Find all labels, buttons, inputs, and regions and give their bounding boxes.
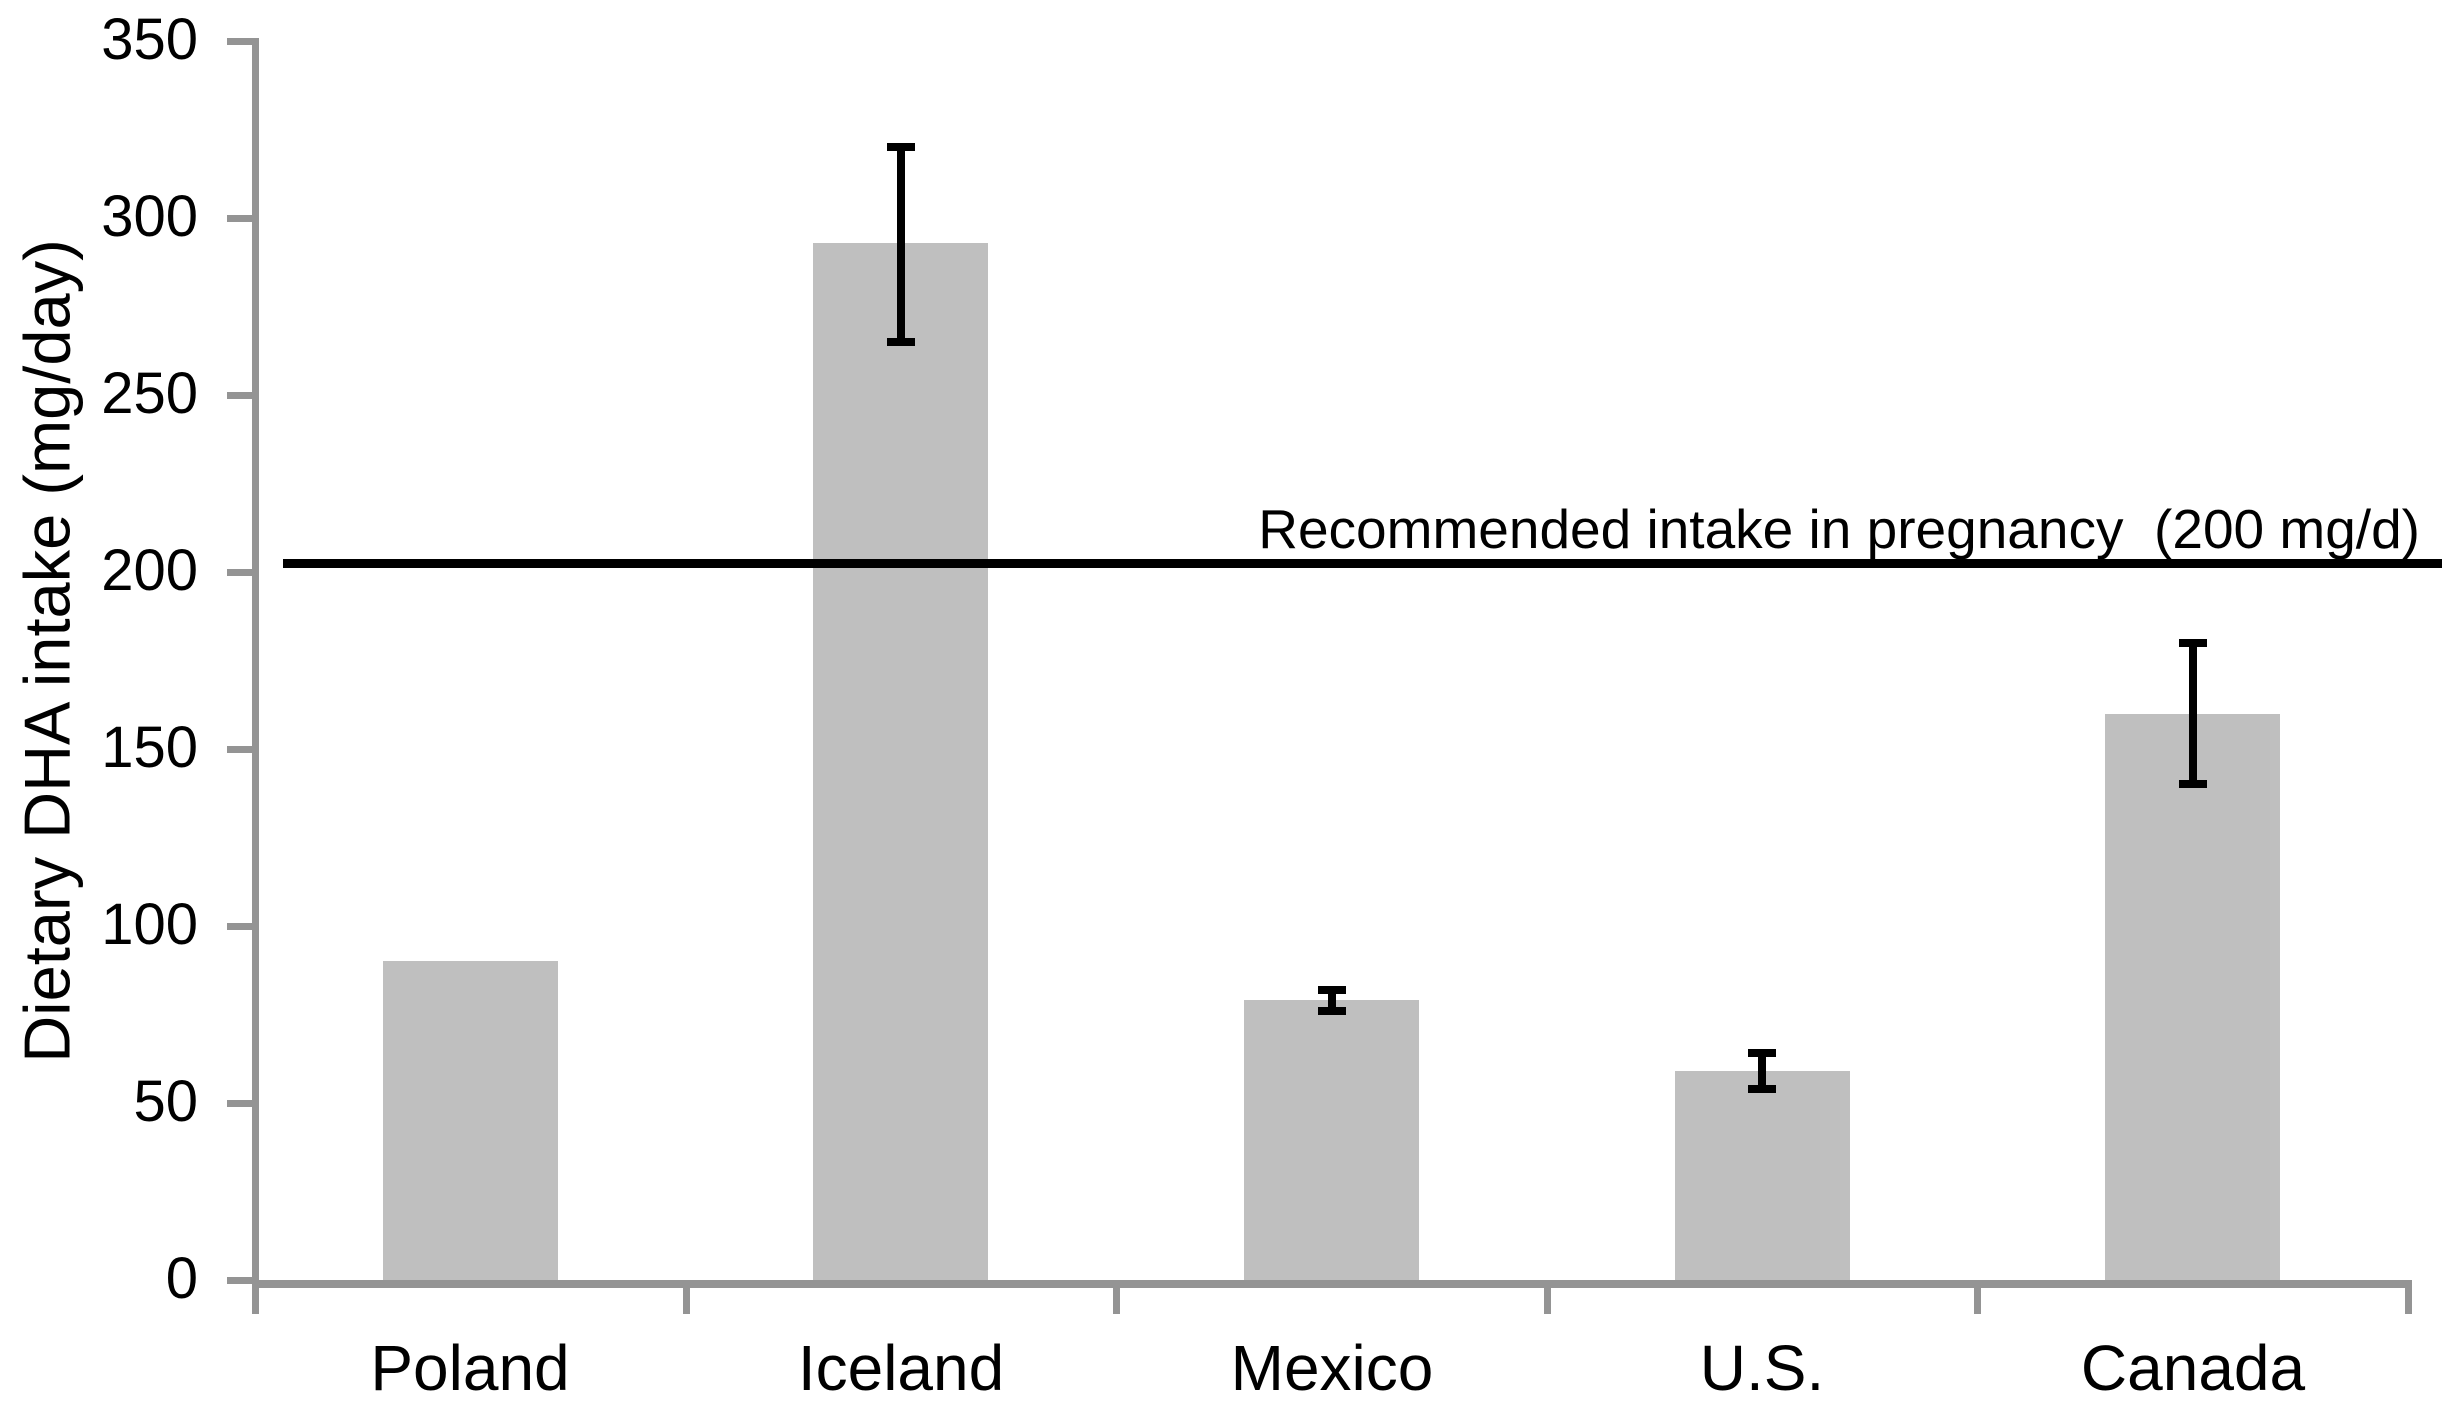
y-tick-mark <box>227 923 252 930</box>
category-label-poland: Poland <box>370 1332 570 1404</box>
error-bar-cap-bottom <box>1318 1007 1346 1015</box>
reference-line-annotation: Recommended intake in pregnancy (200 mg/… <box>1258 498 2420 560</box>
x-tick-mark <box>1113 1280 1120 1314</box>
x-tick-mark <box>1974 1280 1981 1314</box>
error-bar-cap-bottom <box>887 338 915 346</box>
x-axis-line <box>252 1280 2412 1288</box>
y-tick-label: 0 <box>165 1246 198 1311</box>
y-tick-label: 150 <box>101 715 198 780</box>
category-label-iceland: Iceland <box>797 1332 1005 1404</box>
y-tick-label: 200 <box>101 538 198 603</box>
x-tick-mark <box>2405 1280 2412 1314</box>
y-tick-label: 250 <box>101 361 198 426</box>
error-bar-cap-top <box>2179 639 2207 647</box>
bar-us <box>1675 1071 1850 1280</box>
category-label-mexico: Mexico <box>1230 1332 1434 1404</box>
error-bar-line <box>897 147 905 342</box>
category-label-canada: Canada <box>2080 1332 2306 1404</box>
y-tick-label: 100 <box>101 892 198 957</box>
bar-iceland <box>813 243 988 1280</box>
x-tick-mark <box>1544 1280 1551 1314</box>
bar-canada <box>2105 714 2280 1280</box>
y-tick-mark <box>227 746 252 753</box>
y-tick-mark <box>227 392 252 399</box>
error-bar-cap-bottom <box>2179 780 2207 788</box>
y-axis-line <box>252 38 259 1288</box>
category-label-us: U.S. <box>1699 1332 1825 1404</box>
bar-poland <box>383 961 558 1280</box>
y-tick-mark <box>227 215 252 222</box>
y-tick-mark <box>227 1277 252 1284</box>
y-tick-label: 300 <box>101 184 198 249</box>
bar-mexico <box>1244 1000 1419 1280</box>
x-tick-mark <box>252 1280 259 1314</box>
x-tick-mark <box>683 1280 690 1314</box>
y-tick-label: 350 <box>101 7 198 72</box>
error-bar-cap-top <box>1748 1049 1776 1057</box>
error-bar-line <box>1328 990 1336 1011</box>
y-tick-label: 50 <box>133 1069 198 1134</box>
error-bar-cap-top <box>887 143 915 151</box>
recommended-intake-reference-line <box>283 559 2442 568</box>
error-bar-cap-bottom <box>1748 1085 1776 1093</box>
y-tick-mark <box>227 1100 252 1107</box>
error-bar-cap-top <box>1318 986 1346 994</box>
y-tick-mark <box>227 38 252 45</box>
y-tick-mark <box>227 569 252 576</box>
error-bar-line <box>1758 1053 1766 1088</box>
error-bar-line <box>2189 643 2197 785</box>
